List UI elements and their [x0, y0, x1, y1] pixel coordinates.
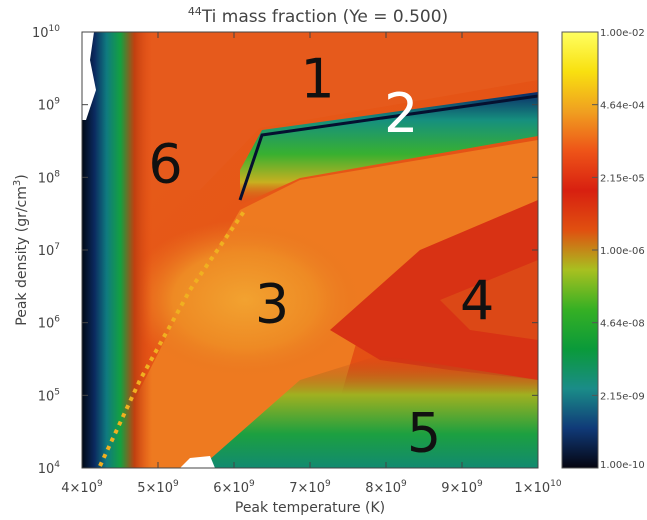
region-label-1: 1 [300, 48, 334, 111]
region-label-6: 6 [148, 132, 182, 195]
x-tick-mantissa: 7×10 [289, 481, 325, 496]
x-tick-exponent: 10 [550, 479, 562, 489]
colorbar-tick-label: 1.00e-10 [600, 460, 645, 471]
y-tick-mantissa: 10 [38, 389, 55, 404]
x-tick-exponent: 9 [97, 479, 103, 489]
y-tick-mantissa: 10 [38, 99, 55, 114]
x-tick-exponent: 9 [325, 479, 331, 489]
region-label-5: 5 [407, 401, 441, 464]
y-tick-exponent: 5 [54, 387, 60, 397]
region-label-3: 3 [255, 273, 289, 336]
x-tick-mantissa: 1×10 [514, 481, 550, 496]
y-tick-label: 104 [38, 460, 61, 477]
region-label-4: 4 [460, 270, 494, 333]
colorbar-tick-label: 4.64e-08 [600, 319, 645, 330]
title-main: Ti mass fraction (Ye = 0.500) [201, 7, 448, 27]
colorbar-tick-label: 2.15e-05 [600, 173, 645, 184]
y-tick-exponent: 8 [54, 169, 60, 179]
x-tick-mantissa: 6×10 [213, 481, 249, 496]
colorbar-tick-label: 1.00e-02 [600, 28, 645, 39]
x-tick-label: 1×1010 [514, 479, 561, 496]
x-tick-exponent: 9 [173, 479, 179, 489]
x-tick-label: 5×109 [137, 479, 179, 496]
colorbar-tick-label: 2.15e-09 [600, 391, 645, 402]
y-tick-mantissa: 10 [32, 26, 49, 41]
x-tick-label: 9×109 [441, 479, 483, 496]
colorbar-tick-label: 4.64e-04 [600, 101, 645, 112]
region-label-2: 2 [384, 82, 418, 145]
x-tick-exponent: 9 [401, 479, 407, 489]
y-tick-mantissa: 10 [38, 171, 55, 186]
y-tick-mantissa: 10 [38, 317, 55, 332]
y-tick-label: 105 [38, 387, 60, 404]
x-tick-mantissa: 9×10 [441, 481, 477, 496]
y-axis-label-main: Peak density (gr/cm [14, 186, 30, 326]
x-tick-label: 8×109 [365, 479, 407, 496]
heatmap-field [82, 32, 538, 468]
y-tick-mantissa: 10 [38, 462, 55, 477]
colorbar-ticks: 1.00e-02 4.64e-04 2.15e-05 1.00e-06 4.64e-08… [592, 28, 645, 471]
region-labels: 12 3 4 5 6 [148, 48, 494, 465]
y-axis-label: Peak density (gr/cm3) [12, 174, 30, 325]
colorbar: 1.00e-02 4.64e-04 2.15e-05 1.00e-06 4.64e-08… [561, 28, 645, 471]
y-axis-label-end: ) [14, 174, 30, 179]
x-tick-label: 6×109 [213, 479, 255, 496]
x-tick-exponent: 9 [249, 479, 255, 489]
title-superscript: 44 [188, 5, 202, 18]
x-axis-label: Peak temperature (K) [235, 500, 385, 516]
x-tick-label: 7×109 [289, 479, 331, 496]
y-tick-label: 109 [38, 97, 61, 114]
y-tick-exponent: 10 [49, 24, 61, 34]
x-tick-mantissa: 8×10 [365, 481, 401, 496]
y-tick-label: 106 [38, 315, 61, 332]
x-tick-exponent: 9 [477, 479, 483, 489]
y-tick-exponent: 4 [54, 460, 60, 470]
y-tick-label: 107 [38, 242, 60, 259]
x-tick-mantissa: 4×10 [61, 481, 97, 496]
chart-title: 44Ti mass fraction (Ye = 0.500) [188, 5, 448, 27]
y-tick-label: 1010 [32, 24, 60, 41]
x-tick-label: 4×109 [61, 479, 103, 496]
x-axis-ticks: 4×109 5×109 6×109 7×109 8×109 9×109 1×1010 [61, 32, 562, 496]
y-tick-exponent: 6 [54, 315, 60, 325]
y-axis-label-superscript: 3 [12, 180, 23, 186]
y-tick-mantissa: 10 [38, 244, 55, 259]
y-tick-exponent: 9 [54, 97, 60, 107]
x-tick-mantissa: 5×10 [137, 481, 173, 496]
y-tick-exponent: 7 [54, 242, 60, 252]
y-tick-label: 108 [38, 169, 61, 186]
colorbar-tick-label: 1.00e-06 [600, 246, 645, 257]
